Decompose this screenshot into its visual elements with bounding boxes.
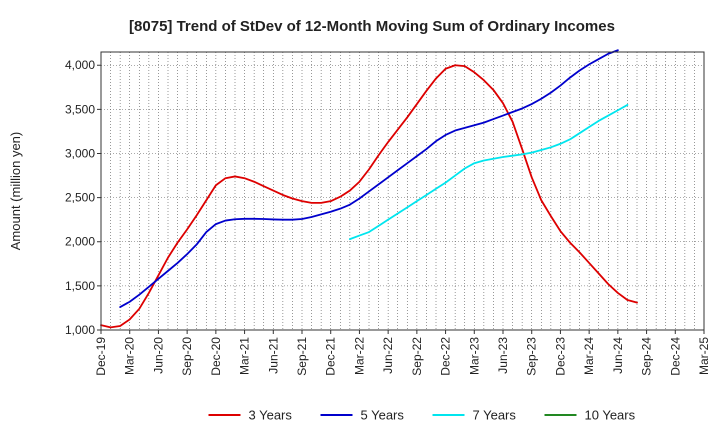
x-tick-label: Mar-20 — [123, 337, 137, 375]
legend-label-7-years: 7 Years — [473, 408, 517, 423]
x-tick-label: Sep-24 — [640, 337, 654, 376]
x-tick-label: Mar-25 — [697, 337, 711, 375]
x-tick-label: Jun-24 — [611, 337, 625, 374]
chart-title: [8075] Trend of StDev of 12-Month Moving… — [129, 18, 615, 35]
series-line-5-years — [119, 49, 619, 308]
y-tick-label: 2,000 — [65, 235, 95, 249]
y-tick-label: 4,000 — [65, 58, 95, 72]
x-tick-label: Jun-23 — [496, 337, 510, 374]
x-tick-label: Dec-24 — [668, 337, 682, 376]
x-tick-label: Jun-21 — [266, 337, 280, 374]
grid-lines — [101, 52, 704, 331]
y-tick-label: 3,000 — [65, 146, 95, 160]
legend-label-10-years: 10 Years — [585, 408, 636, 423]
x-tick-label: Dec-19 — [94, 337, 108, 376]
series-line-7-years — [348, 104, 629, 241]
x-tick-label: Jun-20 — [151, 337, 165, 374]
legend: 3 Years 5 Years 7 Years 10 Years — [208, 408, 636, 423]
x-tick-label: Dec-20 — [209, 337, 223, 376]
y-tick-label: 1,000 — [65, 323, 95, 337]
x-tick-label: Sep-20 — [180, 337, 194, 376]
series-lines — [100, 49, 638, 329]
y-axis-label: Amount (million yen) — [8, 132, 23, 251]
plot-area — [100, 51, 705, 331]
x-tick-label: Sep-21 — [295, 337, 309, 376]
x-tick-label: Mar-21 — [238, 337, 252, 375]
x-tick-label: Dec-21 — [324, 337, 338, 376]
y-tick-label: 3,500 — [65, 102, 95, 116]
legend-label-3-years: 3 Years — [249, 408, 293, 423]
x-tick-label: Mar-23 — [467, 337, 481, 375]
x-tick-label: Dec-23 — [553, 337, 567, 376]
x-tick-label: Sep-23 — [525, 337, 539, 376]
series-line-3-years — [100, 64, 638, 329]
x-tick-label: Mar-24 — [582, 337, 596, 375]
x-axis-ticks: Dec-19 Mar-20 Jun-20 Sep-20 Dec-20 Mar-21 Jun-… — [94, 330, 711, 376]
y-tick-label: 2,500 — [65, 191, 95, 205]
x-tick-label: Jun-22 — [381, 337, 395, 374]
y-axis-ticks: 1,000 1,500 2,000 2,500 3,000 3,500 4,000 — [65, 58, 101, 337]
x-tick-label: Sep-22 — [410, 337, 424, 376]
x-tick-label: Dec-22 — [439, 337, 453, 376]
y-tick-label: 1,500 — [65, 279, 95, 293]
legend-label-5-years: 5 Years — [361, 408, 405, 423]
x-tick-label: Mar-22 — [352, 337, 366, 375]
